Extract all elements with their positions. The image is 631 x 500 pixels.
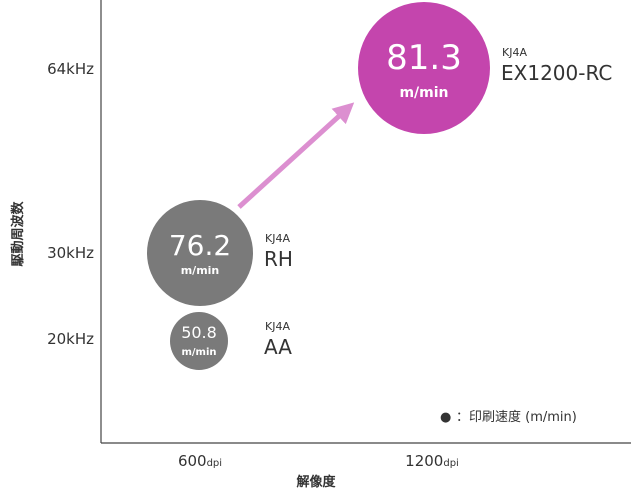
bubble-value: 76.2 bbox=[169, 229, 231, 262]
model-head-rh: KJ4A bbox=[265, 232, 290, 245]
x-tick-unit: dpi bbox=[207, 458, 222, 469]
bubble-value: 50.8 bbox=[181, 323, 217, 342]
y-tick-label-20khz: 20kHz bbox=[47, 330, 94, 348]
bubble-aa: 50.8 m/min bbox=[170, 312, 228, 370]
y-tick-label-64khz: 64kHz bbox=[47, 60, 94, 78]
bubble-value: 81.3 bbox=[386, 38, 462, 78]
bubble-circle bbox=[170, 312, 228, 370]
x-tick-label-600dpi: 600dpi bbox=[178, 452, 222, 470]
y-axis-title: 駆動周波数 bbox=[10, 201, 26, 267]
y-tick-label-30khz: 30kHz bbox=[47, 244, 94, 262]
x-tick-value: 1200 bbox=[405, 452, 443, 470]
model-head-ex1200-rc: KJ4A bbox=[502, 46, 527, 59]
model-name-aa: AA bbox=[264, 335, 292, 359]
model-name-ex1200-rc: EX1200-RC bbox=[501, 61, 612, 85]
model-head-aa: KJ4A bbox=[265, 320, 290, 333]
x-tick-unit: dpi bbox=[443, 458, 458, 469]
legend: ● ：印刷速度 (m/min) bbox=[440, 409, 577, 425]
bubble-unit: m/min bbox=[181, 347, 216, 358]
legend-label: ：印刷速度 (m/min) bbox=[456, 409, 577, 425]
bubble-ex1200-rc: 81.3 m/min bbox=[358, 2, 490, 134]
bubble-rh: 76.2 m/min bbox=[147, 200, 253, 306]
x-tick-value: 600 bbox=[178, 452, 207, 470]
growth-arrow bbox=[237, 102, 355, 209]
model-name-rh: RH bbox=[264, 247, 293, 271]
x-tick-label-1200dpi: 1200dpi bbox=[405, 452, 459, 470]
bubble-circle bbox=[147, 200, 253, 306]
bubble-unit: m/min bbox=[181, 264, 220, 277]
x-axis-title: 解像度 bbox=[295, 474, 336, 490]
bubble-unit: m/min bbox=[399, 85, 448, 101]
legend-marker: ● bbox=[440, 410, 451, 425]
bubble-circle bbox=[358, 2, 490, 134]
